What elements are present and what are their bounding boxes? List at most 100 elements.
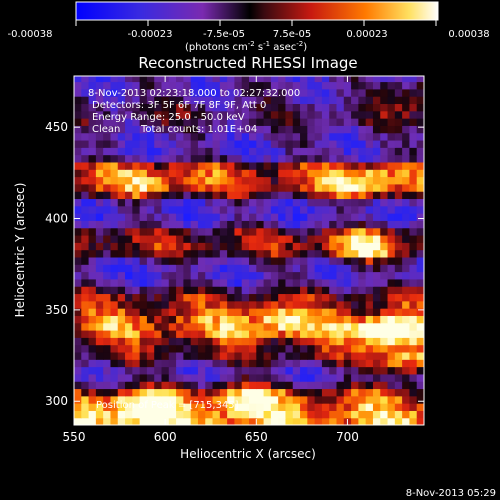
heatmap-cell (314, 118, 323, 126)
heatmap-cell (402, 329, 411, 338)
heatmap-cell (132, 147, 141, 156)
heatmap-cell (351, 286, 359, 295)
heatmap-cell (292, 410, 301, 419)
heatmap-cell (351, 381, 359, 390)
heatmap-cell (117, 395, 126, 404)
heatmap-cell (183, 213, 192, 221)
heatmap-cell (343, 329, 352, 338)
heatmap-cell (402, 132, 411, 141)
heatmap-cell (249, 213, 257, 221)
heatmap-cell (95, 147, 104, 156)
heatmap-cell (88, 256, 97, 265)
heatmap-cell (168, 76, 177, 83)
heatmap-cell (117, 359, 126, 368)
heatmap-cell (81, 103, 90, 112)
heatmap-cell (372, 161, 381, 170)
heatmap-cell (146, 205, 155, 214)
heatmap-cell (372, 125, 381, 134)
heatmap-cell (74, 395, 82, 404)
heatmap-cell (117, 169, 126, 178)
heatmap-cell (125, 271, 133, 280)
heatmap-cell (329, 183, 338, 192)
heatmap-cell (270, 220, 279, 229)
heatmap-cell (241, 351, 250, 360)
heatmap-cell (125, 249, 133, 258)
heatmap-cell (212, 220, 221, 229)
heatmap-cell (329, 278, 338, 287)
heatmap-cell (416, 88, 424, 97)
heatmap-cell (103, 161, 112, 170)
heatmap-cell (154, 198, 163, 207)
heatmap-cell (74, 227, 82, 236)
heatmap-cell (314, 351, 323, 360)
heatmap-cell (103, 300, 112, 309)
heatmap-cell (285, 344, 294, 353)
heatmap-cell (314, 169, 323, 178)
heatmap-cell (387, 395, 396, 404)
heatmap-cell (285, 264, 294, 273)
heatmap-cell (205, 125, 214, 134)
heatmap-cell (351, 81, 359, 90)
heatmap-cell (176, 176, 184, 185)
heatmap-cell (81, 388, 90, 397)
heatmap-cell (351, 227, 359, 236)
heatmap-cell (146, 256, 155, 265)
heatmap-cell (95, 110, 104, 119)
heatmap-cell (402, 76, 411, 83)
heatmap-cell (329, 169, 338, 178)
heatmap-cell (197, 213, 206, 221)
heatmap-cell (409, 103, 418, 112)
heatmap-cell (314, 161, 323, 170)
heatmap-cell (95, 256, 104, 265)
heatmap-cell (358, 300, 367, 309)
heatmap-cell (358, 286, 367, 295)
heatmap-cell (234, 169, 243, 178)
heatmap-cell (329, 403, 338, 411)
heatmap-cell (329, 213, 338, 221)
heatmap-cell (394, 417, 403, 425)
heatmap-cell (125, 344, 133, 353)
heatmap-cell (336, 176, 345, 185)
heatmap-cell (117, 198, 126, 207)
heatmap-cell (270, 176, 279, 185)
heatmap-cell (139, 183, 148, 192)
heatmap-cell (139, 300, 148, 309)
heatmap-cell (234, 81, 243, 90)
heatmap-cell (197, 264, 206, 273)
time-range-annotation: 8-Nov-2013 02:23:18.000 to 02:27:32.000 (88, 88, 300, 99)
heatmap-cell (285, 81, 294, 90)
heatmap-cell (263, 227, 272, 236)
heatmap-cell (343, 139, 352, 148)
heatmap-cell (227, 337, 236, 346)
heatmap-cell (380, 76, 389, 83)
heatmap-cell (190, 322, 199, 331)
heatmap-cell (146, 359, 155, 368)
heatmap-cell (117, 132, 126, 141)
heatmap-cell (154, 176, 163, 185)
heatmap-cell (81, 329, 90, 338)
heatmap-cell (300, 286, 308, 295)
heatmap-cell (336, 103, 345, 112)
heatmap-cell (219, 403, 228, 411)
heatmap-cell (176, 286, 184, 295)
heatmap-cell (416, 76, 424, 83)
heatmap-cell (387, 388, 396, 397)
heatmap-cell (154, 220, 163, 229)
heatmap-cell (117, 161, 126, 170)
heatmap-cell (380, 278, 389, 287)
heatmap-cell (336, 125, 345, 134)
heatmap-cell (161, 322, 170, 331)
heatmap-cell (409, 125, 418, 134)
heatmap-cell (74, 315, 82, 324)
heatmap-cell (227, 359, 236, 368)
heatmap-cell (197, 234, 206, 243)
heatmap-cell (168, 118, 177, 126)
heatmap-cell (278, 81, 287, 90)
heatmap-cell (409, 96, 418, 105)
heatmap-cell (212, 183, 221, 192)
colorbar-tick-label: 0.00038 (448, 29, 489, 40)
heatmap-cell (343, 103, 352, 112)
heatmap-cell (103, 388, 112, 397)
heatmap-cell (197, 417, 206, 425)
heatmap-cell (343, 293, 352, 302)
